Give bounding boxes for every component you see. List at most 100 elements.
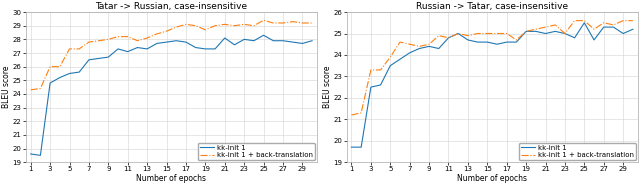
Line: kk-init 1 + back-translation: kk-init 1 + back-translation — [351, 21, 633, 115]
kk-init 1 — [367, 86, 374, 88]
Title: Tatar -> Russian, case-insensitive: Tatar -> Russian, case-insensitive — [95, 2, 248, 11]
Title: Russian -> Tatar, case-insensitive: Russian -> Tatar, case-insensitive — [416, 2, 568, 11]
kk-init 1 + back-translation — [620, 20, 627, 22]
kk-init 1 + back-translation — [76, 48, 83, 50]
kk-init 1 + back-translation — [134, 40, 141, 42]
kk-init 1 + back-translation — [250, 25, 258, 27]
kk-init 1 — [493, 43, 501, 45]
kk-init 1 — [182, 41, 190, 43]
kk-init 1 + back-translation — [571, 20, 579, 22]
kk-init 1 — [552, 30, 559, 33]
kk-init 1 + back-translation — [503, 32, 511, 35]
kk-init 1 — [348, 146, 355, 148]
kk-init 1 — [230, 44, 238, 46]
kk-init 1 — [483, 41, 491, 43]
kk-init 1 — [464, 39, 472, 41]
kk-init 1 — [241, 38, 248, 41]
kk-init 1 + back-translation — [298, 22, 306, 24]
kk-init 1 + back-translation — [192, 25, 200, 27]
kk-init 1 + back-translation — [172, 26, 180, 28]
kk-init 1 + back-translation — [95, 40, 102, 42]
kk-init 1 — [298, 42, 306, 45]
kk-init 1 — [163, 41, 170, 43]
kk-init 1 — [445, 37, 452, 39]
kk-init 1 + back-translation — [435, 35, 443, 37]
kk-init 1 — [435, 47, 443, 50]
kk-init 1 — [85, 59, 93, 61]
kk-init 1 — [425, 45, 433, 48]
kk-init 1 — [377, 84, 385, 86]
kk-init 1 — [250, 40, 258, 42]
kk-init 1 — [532, 30, 540, 33]
kk-init 1 — [76, 71, 83, 73]
Line: kk-init 1: kk-init 1 — [31, 35, 312, 155]
kk-init 1 — [134, 46, 141, 49]
kk-init 1 + back-translation — [230, 25, 238, 27]
kk-init 1 + back-translation — [279, 22, 287, 24]
X-axis label: Number of epochs: Number of epochs — [136, 174, 206, 183]
kk-init 1 + back-translation — [552, 24, 559, 26]
kk-init 1 + back-translation — [590, 28, 598, 30]
kk-init 1 — [541, 32, 549, 35]
kk-init 1 + back-translation — [367, 69, 374, 71]
kk-init 1 + back-translation — [85, 41, 93, 43]
kk-init 1 — [279, 40, 287, 42]
kk-init 1 + back-translation — [464, 35, 472, 37]
kk-init 1 + back-translation — [56, 65, 63, 68]
kk-init 1 — [357, 146, 365, 148]
kk-init 1 — [289, 41, 296, 43]
kk-init 1 — [221, 37, 228, 39]
kk-init 1 — [522, 30, 530, 33]
kk-init 1 + back-translation — [454, 32, 462, 35]
Legend: kk-init 1, kk-init 1 + back-translation: kk-init 1, kk-init 1 + back-translation — [519, 142, 636, 160]
kk-init 1 — [114, 48, 122, 50]
kk-init 1 + back-translation — [425, 43, 433, 45]
kk-init 1 + back-translation — [415, 45, 423, 48]
kk-init 1 — [269, 40, 277, 42]
kk-init 1 + back-translation — [211, 25, 219, 27]
kk-init 1 — [27, 153, 35, 155]
kk-init 1 + back-translation — [289, 21, 296, 23]
X-axis label: Number of epochs: Number of epochs — [457, 174, 527, 183]
Legend: kk-init 1, kk-init 1 + back-translation: kk-init 1, kk-init 1 + back-translation — [198, 142, 315, 160]
kk-init 1 — [620, 32, 627, 35]
kk-init 1 + back-translation — [377, 69, 385, 71]
kk-init 1 — [202, 48, 209, 50]
kk-init 1 — [580, 22, 588, 24]
kk-init 1 + back-translation — [445, 37, 452, 39]
kk-init 1 + back-translation — [600, 22, 607, 24]
kk-init 1 — [308, 40, 316, 42]
kk-init 1 + back-translation — [124, 36, 132, 38]
kk-init 1 + back-translation — [541, 26, 549, 28]
kk-init 1 — [260, 34, 268, 36]
kk-init 1 — [95, 57, 102, 60]
kk-init 1 + back-translation — [66, 48, 74, 50]
kk-init 1 + back-translation — [104, 38, 112, 41]
kk-init 1 + back-translation — [269, 22, 277, 24]
kk-init 1 — [610, 26, 618, 28]
kk-init 1 + back-translation — [474, 32, 481, 35]
kk-init 1 + back-translation — [396, 41, 404, 43]
kk-init 1 + back-translation — [406, 43, 413, 45]
kk-init 1 + back-translation — [357, 112, 365, 114]
kk-init 1 + back-translation — [532, 28, 540, 30]
kk-init 1 + back-translation — [163, 30, 170, 32]
Line: kk-init 1: kk-init 1 — [351, 23, 633, 147]
kk-init 1 + back-translation — [513, 39, 520, 41]
kk-init 1 + back-translation — [561, 32, 569, 35]
Y-axis label: BLEU score: BLEU score — [323, 66, 332, 108]
kk-init 1 + back-translation — [387, 56, 394, 58]
kk-init 1 + back-translation — [629, 20, 637, 22]
kk-init 1 — [153, 42, 161, 45]
kk-init 1 — [143, 48, 151, 50]
kk-init 1 — [104, 56, 112, 58]
kk-init 1 — [46, 82, 54, 84]
Line: kk-init 1 + back-translation: kk-init 1 + back-translation — [31, 20, 312, 90]
kk-init 1 — [503, 41, 511, 43]
kk-init 1 — [172, 40, 180, 42]
kk-init 1 — [211, 48, 219, 50]
kk-init 1 + back-translation — [114, 36, 122, 38]
kk-init 1 + back-translation — [260, 19, 268, 21]
kk-init 1 — [396, 58, 404, 60]
kk-init 1 + back-translation — [36, 87, 44, 90]
